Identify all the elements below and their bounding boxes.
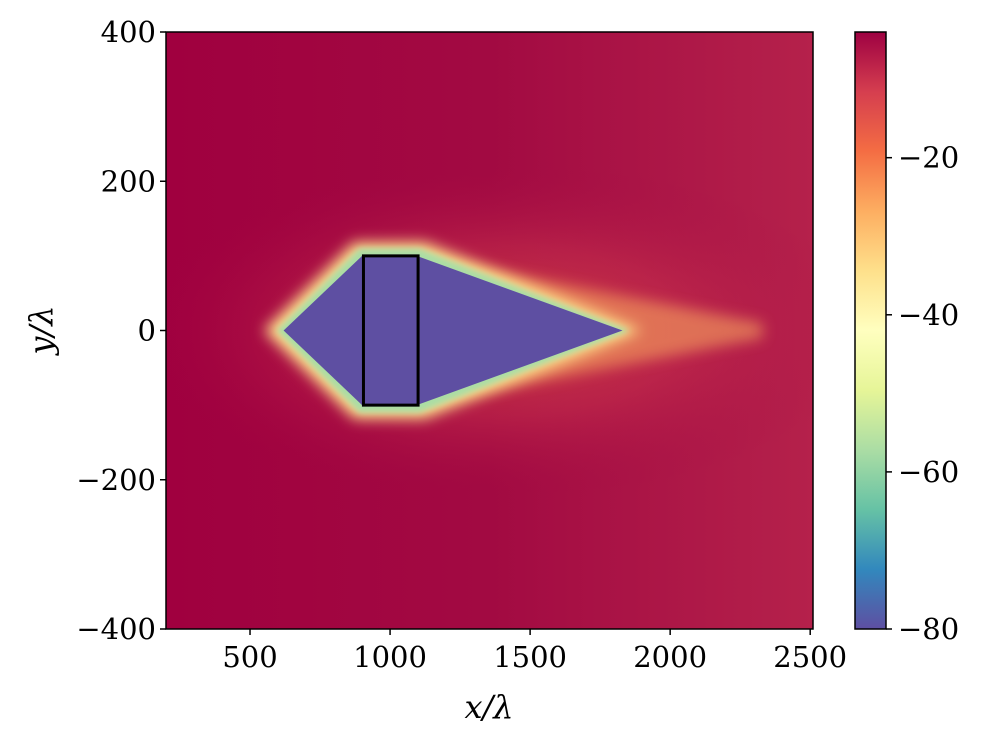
shadow-region — [283, 255, 623, 406]
x-axis-label: x/λ — [464, 688, 513, 726]
x-tick-label: 2000 — [633, 640, 707, 674]
colorbar — [854, 31, 887, 630]
x-tick-label: 500 — [222, 640, 277, 674]
y-tick-label: 200 — [101, 164, 156, 198]
y-tick-label: −400 — [76, 612, 156, 646]
colorbar-tick-label: −80 — [898, 612, 959, 646]
x-axis-ticks: 500 1000 1500 2000 2500 — [222, 629, 847, 674]
x-tick-label: 1500 — [493, 640, 567, 674]
y-tick-label: 400 — [101, 15, 156, 49]
y-tick-label: 0 — [138, 314, 156, 348]
obstacle-rectangle — [361, 254, 420, 407]
y-axis-label: y/λ — [22, 305, 60, 356]
colorbar-tick-label: −20 — [898, 141, 959, 175]
colorbar-tick-label: −40 — [898, 298, 959, 332]
colorbar-tick-label: −60 — [898, 455, 959, 489]
x-tick-label: 1000 — [353, 640, 427, 674]
colorbar-ticks: −20 −40 −60 −80 — [886, 141, 959, 646]
plot-area — [166, 32, 813, 629]
y-axis-ticks: 400 200 0 −200 −400 — [76, 15, 166, 646]
x-tick-label: 2500 — [773, 640, 847, 674]
y-tick-label: −200 — [76, 463, 156, 497]
